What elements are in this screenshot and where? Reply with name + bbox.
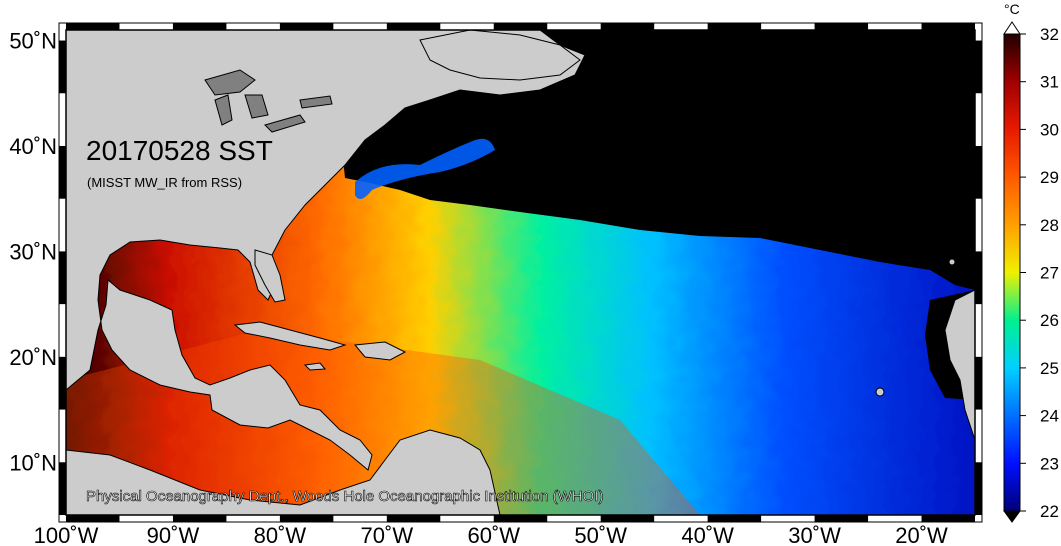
canary-islands: [948, 258, 956, 266]
frame-check-left: [59, 40, 66, 94]
frame-check-left: [59, 145, 66, 199]
colorbar-gradient: [1003, 33, 1021, 512]
frame-check-top: [172, 23, 227, 30]
colorbar-tick-label: 26: [1040, 311, 1059, 330]
gulf-stream: [355, 138, 495, 199]
latitude-tick-label: 30˚N: [9, 239, 57, 264]
frame-check-bottom: [921, 515, 975, 522]
colorbar-max-arrow: [1003, 21, 1021, 35]
south-america-land: [66, 429, 501, 515]
frame-check-bottom: [600, 515, 655, 522]
lake-huron: [244, 94, 269, 119]
frame-check-bottom: [66, 515, 120, 522]
frame-check-right: [975, 145, 982, 199]
frame-check-top: [66, 23, 120, 30]
longitude-tick-label: 100˚W: [34, 523, 99, 546]
frame-check-top: [600, 23, 655, 30]
longitude-labels: 100˚W 90˚W 80˚W 70˚W 60˚W 50˚W 40˚W 30˚W 20˚W: [34, 523, 948, 546]
colorbar-min-arrow: [1003, 510, 1021, 523]
colorbar-tick-label: 32: [1040, 25, 1059, 44]
map-subtitle: (MISST MW_IR from RSS): [87, 175, 242, 190]
colorbar-tick-label: 23: [1040, 454, 1059, 473]
colorbar-tick-label: 30: [1040, 120, 1059, 139]
colorbar-tick-label: 27: [1040, 264, 1059, 283]
no-data-region: [330, 30, 975, 290]
longitude-tick-label: 90˚W: [147, 523, 200, 546]
colorbar-tick-label: 28: [1040, 216, 1059, 235]
lake-ontario: [299, 95, 333, 109]
frame-check-top: [493, 23, 548, 30]
frame-check-bottom: [386, 515, 441, 522]
longitude-tick-label: 80˚W: [254, 523, 307, 546]
colorbar-tick-label: 24: [1040, 407, 1059, 426]
frame-check-right: [975, 462, 982, 515]
jamaica-land: [303, 362, 327, 371]
longitude-tick-label: 30˚W: [788, 523, 841, 546]
latitude-tick-label: 20˚N: [9, 345, 57, 370]
frame-check-top: [386, 23, 441, 30]
map-frame: [58, 22, 983, 523]
africa-land: [944, 289, 975, 441]
longitude-tick-label: 70˚W: [361, 523, 414, 546]
frame-check-left: [59, 356, 66, 410]
cuba-land: [233, 321, 347, 351]
longitude-tick-label: 60˚W: [467, 523, 520, 546]
frame-check-top: [814, 23, 869, 30]
credit-text: Physical Oceanography Dept., Woods Hole …: [86, 488, 603, 505]
colorbar-tick-label: 29: [1040, 168, 1059, 187]
frame-check-right: [975, 40, 982, 94]
longitude-tick-label: 20˚W: [895, 523, 948, 546]
frame-outer: [58, 22, 983, 523]
map-area: [66, 30, 975, 515]
colorbar-unit: °C: [1004, 1, 1020, 17]
florida-land: [254, 249, 286, 303]
longitude-tick-label: 40˚W: [681, 523, 734, 546]
longitude-tick-label: 50˚W: [574, 523, 627, 546]
colorbar-tick-label: 31: [1040, 73, 1059, 92]
hispaniola-land: [354, 341, 407, 361]
canada-maritime-land: [419, 30, 581, 81]
latitude-labels: 10˚N 20˚N 30˚N 40˚N 50˚N: [9, 29, 57, 476]
warm-pool: [66, 330, 700, 515]
frame-check-bottom: [172, 515, 227, 522]
lake-michigan: [214, 94, 233, 126]
colorbar-tick-label: 22: [1040, 502, 1059, 521]
latitude-tick-label: 50˚N: [9, 29, 57, 54]
frame-check-left: [59, 462, 66, 515]
north-america-land: [66, 30, 586, 471]
frame-check-top: [707, 23, 762, 30]
map-title: 20170528 SST: [86, 135, 273, 166]
latitude-tick-label: 10˚N: [9, 450, 57, 475]
frame-check-bottom: [493, 515, 548, 522]
colorbar: °C 32 31 30 29 28 27 26 25 24 23 22: [1003, 1, 1059, 523]
frame-check-top: [921, 23, 975, 30]
frame-check-bottom: [814, 515, 869, 522]
cape-verde-islands: [875, 387, 885, 397]
frame-check-right: [975, 356, 982, 410]
lake-superior: [204, 69, 256, 96]
frame-check-bottom: [707, 515, 762, 522]
frame-check-left: [59, 251, 66, 305]
latitude-tick-label: 40˚N: [9, 134, 57, 159]
frame-check-bottom: [279, 515, 334, 522]
lake-erie: [264, 114, 306, 133]
colorbar-tick-label: 25: [1040, 359, 1059, 378]
frame-check-top: [279, 23, 334, 30]
frame-check-right: [975, 251, 982, 305]
